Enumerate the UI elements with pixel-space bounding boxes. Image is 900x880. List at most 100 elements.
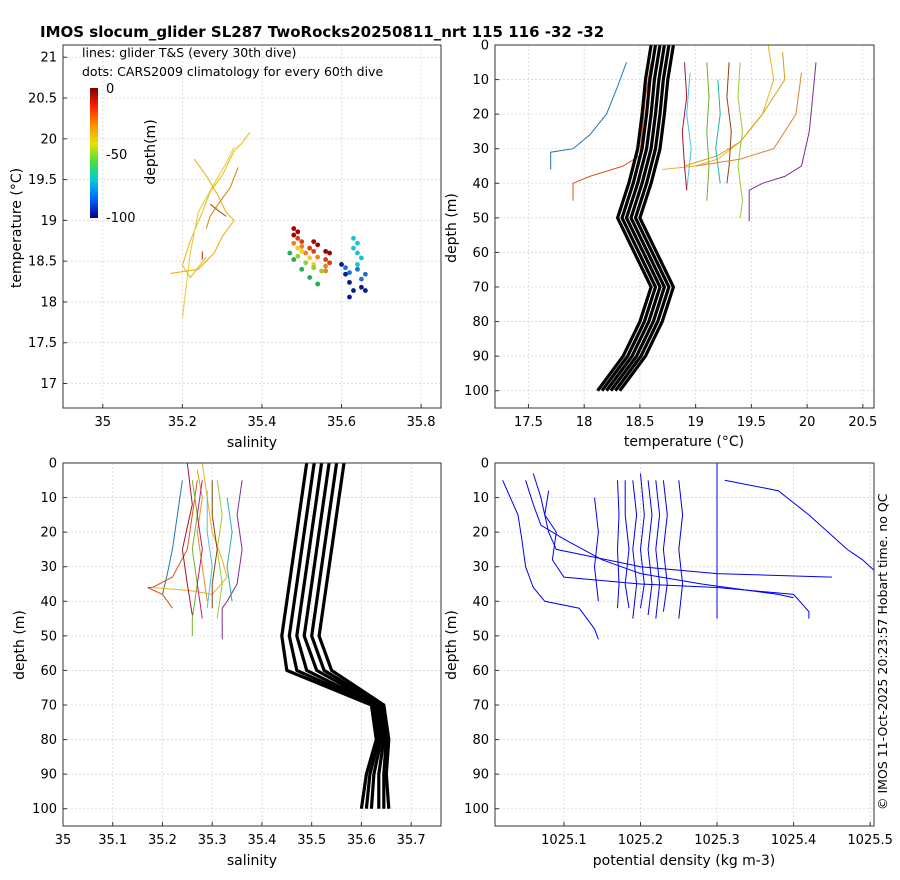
ts-ytick-label: 17.5 bbox=[28, 336, 57, 351]
colorbar-label: depth(m) bbox=[143, 119, 159, 184]
sal-depth-ytick-label: 20 bbox=[40, 526, 57, 541]
ts-climatology-dot bbox=[319, 268, 325, 274]
temp-depth-glider-line bbox=[706, 62, 710, 201]
legend-lines-text: lines: glider T&S (every 30th dive) bbox=[82, 45, 296, 60]
ts-climatology-dot bbox=[299, 248, 305, 254]
sal-depth-glider-line bbox=[196, 480, 203, 619]
sal-depth-xtick-label: 35.6 bbox=[347, 833, 376, 848]
ts-xtick-label: 35.2 bbox=[168, 415, 197, 430]
ts-climatology-dot bbox=[307, 255, 313, 261]
sal-depth-xtick-label: 35.7 bbox=[397, 833, 426, 848]
figure-title: IMOS slocum_glider SL287 TwoRocks2025081… bbox=[40, 23, 604, 41]
temp-depth-climatology-line bbox=[609, 44, 666, 392]
ts-climatology-dot bbox=[363, 288, 368, 293]
density-profile-line bbox=[544, 490, 810, 619]
temp-depth-ytick-label: 40 bbox=[472, 177, 489, 192]
density-depth-frame bbox=[494, 462, 875, 827]
ts-glider-line bbox=[181, 146, 235, 319]
density-depth-ytick-label: 70 bbox=[472, 699, 489, 714]
sal-depth-climatology-line bbox=[295, 462, 383, 809]
density-profile-line bbox=[639, 473, 645, 609]
density-profile-line bbox=[616, 480, 620, 609]
temp-depth-ytick-label: 70 bbox=[472, 281, 489, 296]
sal-depth-glider-line bbox=[206, 490, 213, 609]
ts-climatology-dot bbox=[359, 255, 364, 261]
density-profile-line bbox=[724, 479, 875, 571]
sal-depth-climatology-line bbox=[310, 462, 388, 809]
ts-climatology-dot bbox=[323, 248, 329, 254]
density-depth-ytick-label: 30 bbox=[472, 560, 489, 575]
temp-depth-ytick-label: 60 bbox=[472, 246, 489, 261]
sal-depth-ytick-label: 70 bbox=[40, 699, 57, 714]
sal-depth-xtick-label: 35.3 bbox=[198, 833, 227, 848]
temp-depth-xtick-label: 17.5 bbox=[514, 415, 543, 430]
ts-ytick-label: 21 bbox=[40, 51, 57, 66]
ts-climatology-dot bbox=[355, 266, 360, 272]
ts-climatology-dot bbox=[295, 229, 301, 235]
temp-depth-xtick-label: 18.5 bbox=[625, 415, 654, 430]
sal-depth-ytick-label: 40 bbox=[40, 595, 57, 610]
ts-ylabel: temperature (°C) bbox=[9, 168, 25, 288]
ts-climatology-dot bbox=[311, 248, 317, 254]
density-depth-xtick-label: 1025.5 bbox=[847, 833, 893, 848]
density-depth-panel: potential density (kg m-3) depth (m) 102… bbox=[444, 457, 893, 870]
sal-depth-glider-line bbox=[181, 462, 193, 616]
sal-depth-ytick-label: 30 bbox=[40, 560, 57, 575]
ts-climatology-dot bbox=[347, 279, 352, 285]
temp-depth-glider-line bbox=[715, 79, 721, 184]
density-depth-ytick-label: 80 bbox=[472, 733, 489, 748]
ts-ytick-label: 18 bbox=[40, 295, 57, 310]
ts-climatology-dot bbox=[323, 268, 329, 274]
temp-ylabel: depth (m) bbox=[444, 193, 460, 263]
temp-depth-ytick-label: 10 bbox=[472, 73, 489, 88]
depth-colorbar bbox=[90, 88, 98, 218]
sal-depth-climatology-line bbox=[317, 462, 391, 809]
ts-climatology-dot bbox=[359, 276, 364, 282]
density-profile-line bbox=[502, 480, 599, 640]
ts-climatology-dot bbox=[295, 253, 301, 259]
density-depth-ytick-label: 0 bbox=[481, 457, 489, 472]
sal-depth-ytick-label: 10 bbox=[40, 491, 57, 506]
copyright-note: © IMOS 11-Oct-2025 20:23:57 Hobart time.… bbox=[875, 493, 890, 810]
density-profile-line bbox=[647, 480, 653, 616]
density-profile-line bbox=[624, 480, 630, 609]
ts-glider-line bbox=[181, 131, 251, 279]
sal-depth-ytick-label: 90 bbox=[40, 768, 57, 783]
ts-climatology-dot bbox=[315, 254, 321, 260]
ts-climatology-dot bbox=[327, 260, 332, 266]
ts-climatology-dot bbox=[291, 232, 297, 238]
temperature-depth-panel: temperature (°C) depth (m) 17.5 18 18.5 19 1… bbox=[444, 39, 877, 451]
density-depth-ytick-label: 100 bbox=[464, 802, 489, 817]
ts-climatology-dot bbox=[347, 294, 352, 300]
sal-depth-ytick-label: 80 bbox=[40, 733, 57, 748]
sal-depth-glider-line bbox=[152, 462, 228, 595]
ts-climatology-dot bbox=[323, 263, 329, 269]
density-depth-ytick-label: 50 bbox=[472, 629, 489, 644]
temp-depth-ytick-label: 90 bbox=[472, 350, 489, 365]
temp-depth-climatology-line bbox=[600, 44, 658, 392]
sal-depth-xtick-label: 35.2 bbox=[148, 833, 177, 848]
ts-climatology-dot bbox=[295, 235, 301, 241]
ts-climatology-dot bbox=[291, 257, 297, 262]
ts-climatology-dot bbox=[307, 245, 313, 251]
sal-depth-xtick-label: 35.5 bbox=[297, 833, 326, 848]
temp-depth-xtick-label: 20.5 bbox=[848, 415, 877, 430]
ts-climatology-dot bbox=[347, 270, 352, 275]
ts-climatology-dot bbox=[307, 275, 313, 280]
density-profile-line bbox=[632, 480, 638, 619]
ts-climatology-dot bbox=[315, 281, 321, 287]
sal-depth-glider-line bbox=[147, 480, 198, 609]
sal-depth-glider-line bbox=[221, 480, 243, 640]
temp-depth-glider-line bbox=[572, 62, 652, 201]
density-depth-ytick-label: 20 bbox=[472, 526, 489, 541]
sal-depth-glider-line bbox=[211, 480, 218, 609]
sal-depth-ytick-label: 100 bbox=[32, 802, 57, 817]
density-depth-ytick-label: 40 bbox=[472, 595, 489, 610]
ts-climatology-dot bbox=[343, 265, 348, 271]
ts-xtick-label: 35 bbox=[95, 415, 112, 430]
ts-climatology-dot bbox=[343, 271, 348, 277]
temp-depth-ytick-label: 80 bbox=[472, 315, 489, 330]
ts-climatology-dot bbox=[355, 250, 360, 256]
temp-depth-glider-line bbox=[748, 62, 817, 222]
